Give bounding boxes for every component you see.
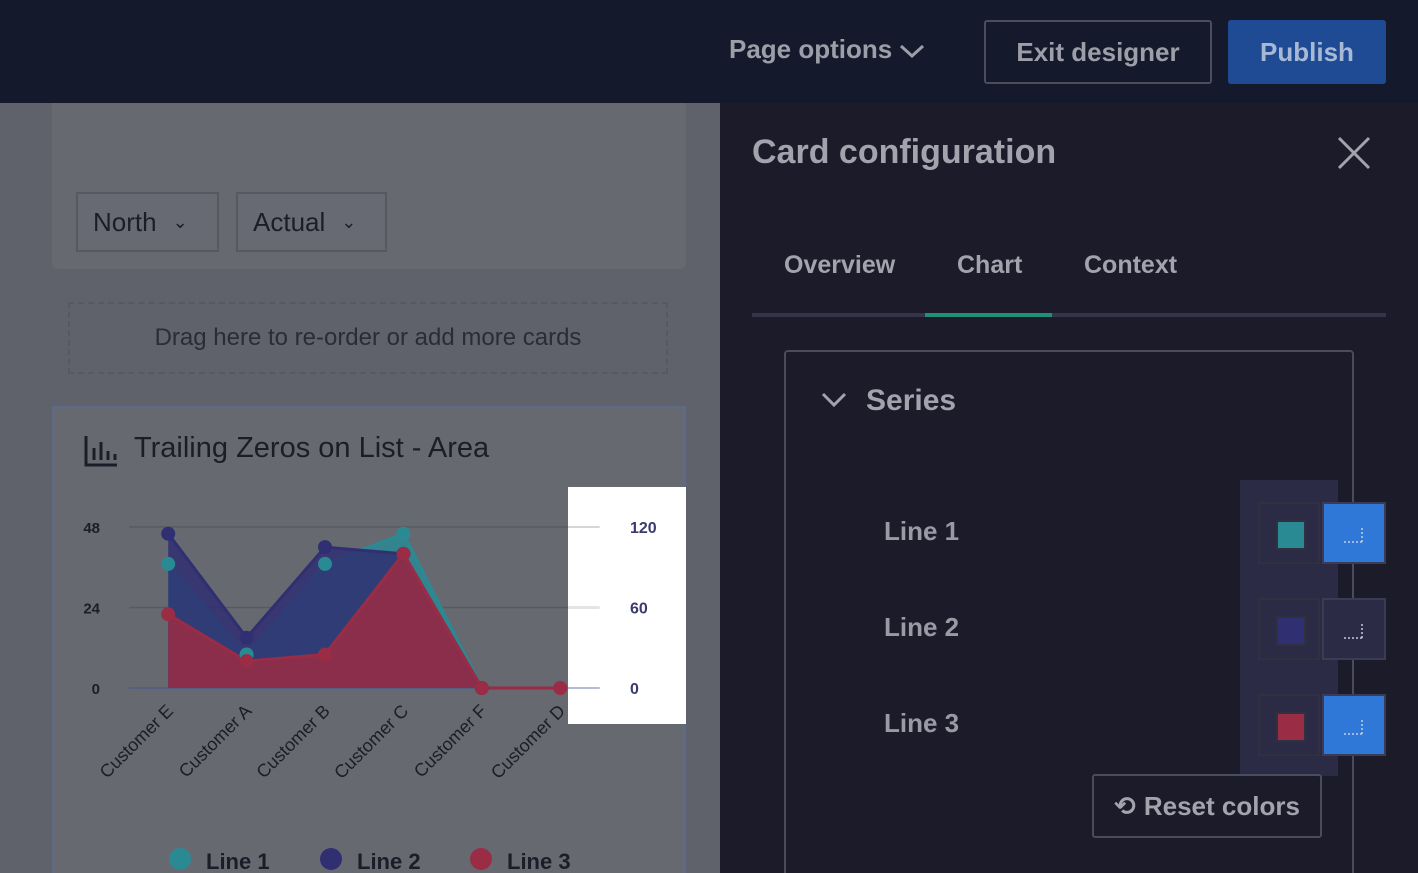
series-section: Series Line 1 Line 2 Line 3 ⟲ Reset colors [784, 350, 1386, 873]
tab-indicator [925, 313, 1052, 317]
series-label: Line 1 [884, 516, 960, 546]
y2-tick-label: 60 [630, 601, 648, 618]
marker [474, 681, 489, 695]
card-title: Trailing Zeros on List - Area [134, 432, 490, 464]
page-options-label: Page options [729, 34, 893, 64]
tab[interactable]: Chart [957, 251, 1023, 279]
marker [318, 540, 332, 555]
color-picker[interactable] [1258, 598, 1320, 660]
marker [396, 526, 411, 541]
marker [161, 526, 176, 541]
x-tick-label: Customer D [487, 701, 569, 783]
chevron[interactable] [820, 390, 848, 410]
tab[interactable]: Context [1084, 251, 1178, 279]
y-tick-label: 48 [83, 520, 100, 537]
color-picker[interactable] [1258, 694, 1320, 756]
toggle-icon [1344, 624, 1363, 639]
chart-icon [84, 436, 117, 467]
filter[interactable]: Actual ⌄ [236, 192, 387, 252]
panel-title: Card configuration [752, 133, 1057, 171]
y-tick-label: 24 [83, 601, 100, 618]
config-panel: Card configuration Overview Chart Context … [720, 103, 1418, 873]
toggle[interactable] [1322, 694, 1386, 756]
series-label: Line 2 [884, 612, 960, 642]
marker [553, 681, 568, 695]
reset-label: Reset colors [1143, 790, 1300, 821]
reset-colors[interactable]: ⟲ Reset colors [1092, 774, 1322, 838]
series-label: Line 3 [884, 708, 960, 738]
drop-zone[interactable]: Drag here to re-order or add more cards [68, 302, 668, 374]
legend-swatch [470, 848, 492, 870]
card: North ⌄ Actual ⌄ [52, 103, 686, 269]
color-swatch [1276, 520, 1306, 550]
filter[interactable]: North ⌄ [76, 192, 219, 252]
close[interactable] [1336, 135, 1372, 171]
marker [318, 647, 332, 662]
section-title: Series [866, 384, 957, 417]
toggle[interactable] [1322, 598, 1386, 660]
x-tick-label: Customer F [410, 701, 491, 782]
marker [161, 556, 176, 571]
x-tick-label: Customer E [96, 701, 177, 782]
y2-tick-label: 0 [630, 681, 639, 698]
x-tick-label: Customer C [330, 701, 412, 783]
tab-rule [752, 313, 1386, 317]
legend-swatch [320, 848, 342, 870]
y2-tick-label: 120 [630, 520, 657, 537]
marker [239, 630, 254, 645]
x-tick-label: Customer B [252, 701, 333, 782]
exit-designer[interactable]: Exit designer [984, 20, 1212, 84]
toggle-icon [1344, 528, 1363, 543]
top-bar: Page options Exit designer Publish [0, 0, 1418, 103]
filter-label: North [93, 206, 157, 237]
legend-label: Line 3 [507, 849, 571, 873]
color-swatch [1276, 712, 1306, 742]
marker [318, 556, 332, 571]
page-options[interactable]: Page options [729, 34, 925, 65]
toggle-icon [1344, 720, 1363, 735]
y-tick-label: 0 [92, 681, 100, 698]
chevron [900, 45, 925, 59]
color-picker[interactable] [1258, 502, 1320, 564]
marker [396, 546, 411, 561]
area [168, 553, 561, 688]
tab[interactable]: Overview [784, 251, 896, 279]
legend-label: Line 1 [206, 849, 270, 873]
legend-swatch [169, 848, 191, 870]
marker [239, 654, 254, 669]
publish[interactable]: Publish [1228, 20, 1386, 84]
color-swatch [1276, 616, 1306, 646]
filter-label: Actual [253, 206, 326, 237]
line [167, 551, 561, 690]
toggle[interactable] [1322, 502, 1386, 564]
x-tick-label: Customer A [175, 701, 256, 782]
marker [161, 607, 176, 622]
legend-label: Line 2 [357, 849, 421, 873]
